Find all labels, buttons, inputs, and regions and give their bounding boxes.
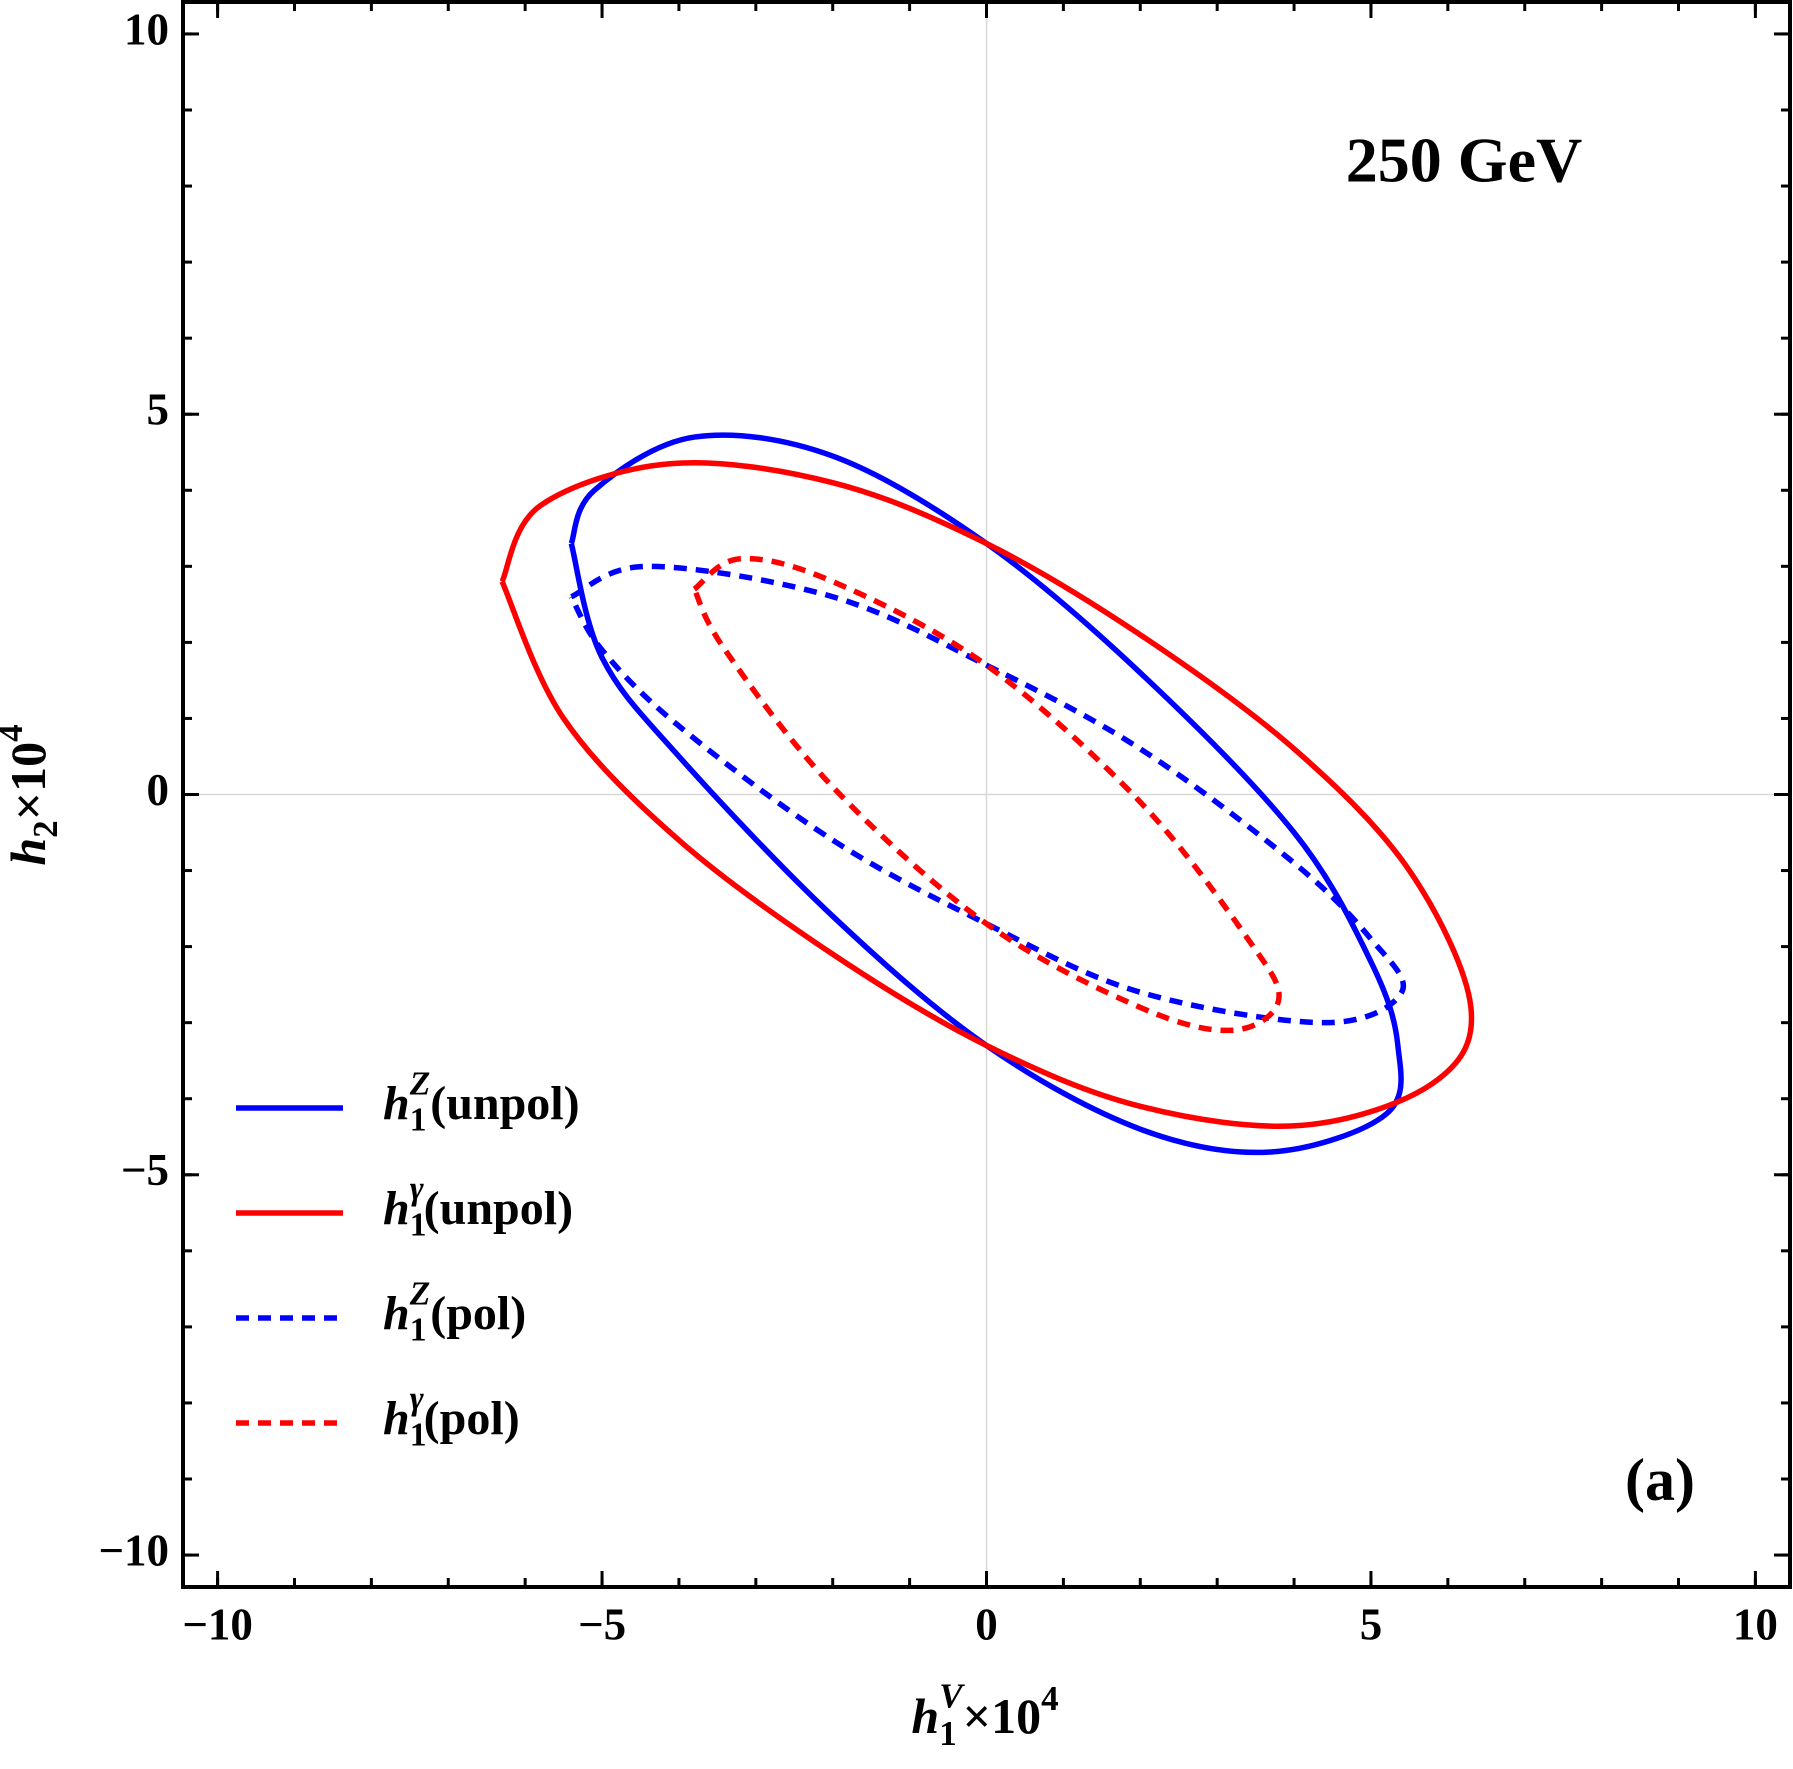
label-rest: ×10 — [0, 742, 56, 821]
label-rest: ×10 — [963, 1688, 1042, 1744]
y-tick-label: −5 — [121, 1145, 169, 1195]
x-tick-label: 10 — [1733, 1599, 1778, 1649]
label-exp: 4 — [0, 724, 30, 742]
label-sub: 1 — [410, 1206, 427, 1243]
y-tick-label: 5 — [147, 385, 170, 435]
label-sup: Z — [409, 1065, 431, 1102]
contour-line — [568, 432, 1404, 1156]
contour-line — [691, 555, 1282, 1034]
legend-label: h1γ(pol) — [383, 1380, 520, 1453]
y-tick-label: 0 — [147, 765, 170, 815]
contour-line — [568, 563, 1407, 1026]
label-rest: (unpol) — [424, 1182, 573, 1235]
label-sup: Z — [409, 1275, 431, 1312]
label-base: h — [0, 838, 56, 866]
y-tick-label: −10 — [98, 1525, 169, 1575]
x-tick-label: 5 — [1360, 1599, 1383, 1649]
legend-label: h1Z(unpol) — [383, 1065, 580, 1138]
label-rest: (unpol) — [430, 1077, 579, 1130]
panel-label: (a) — [1625, 1447, 1695, 1513]
legend-label: h1Z(pol) — [383, 1275, 526, 1348]
label-base: h — [383, 1182, 410, 1235]
x-tick-label: −10 — [182, 1599, 253, 1649]
x-axis-label: h1V×104 — [911, 1677, 1058, 1754]
label-sup: V — [939, 1677, 965, 1716]
label-sub: 1 — [410, 1311, 427, 1348]
label-sup: γ — [410, 1170, 424, 1207]
label-sub: 2 — [26, 820, 65, 838]
label-base: h — [383, 1392, 410, 1445]
label-sub: 1 — [410, 1416, 427, 1453]
label-sub: 1 — [410, 1101, 427, 1138]
label-base: h — [911, 1688, 939, 1744]
label-rest: (pol) — [424, 1392, 520, 1445]
label-sup: γ — [410, 1380, 424, 1417]
legend-label: h1γ(unpol) — [383, 1170, 573, 1243]
y-axis-label: h2×104 — [0, 724, 65, 865]
x-tick-label: −5 — [578, 1599, 626, 1649]
y-tick-label: 10 — [124, 4, 169, 54]
label-sub: 1 — [939, 1714, 957, 1753]
contour-line — [499, 460, 1475, 1129]
label-exp: 4 — [1041, 1679, 1059, 1718]
x-tick-label: 0 — [975, 1599, 998, 1649]
label-rest: (pol) — [430, 1287, 526, 1340]
label-base: h — [383, 1077, 410, 1130]
energy-annotation: 250 GeV — [1346, 125, 1582, 196]
label-base: h — [383, 1287, 410, 1340]
